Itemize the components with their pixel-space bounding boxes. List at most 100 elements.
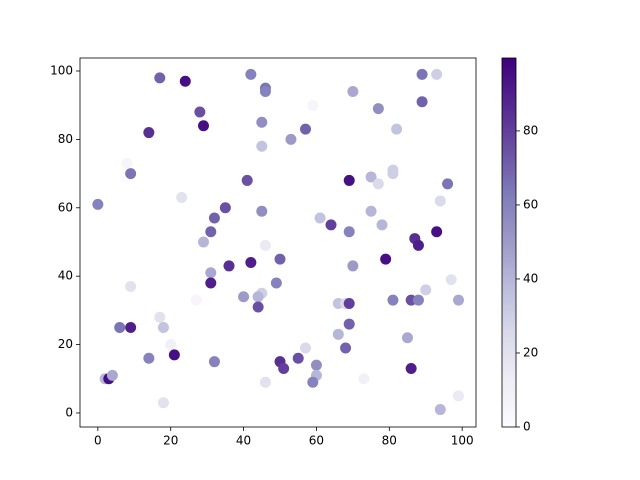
point bbox=[314, 212, 326, 224]
point bbox=[205, 226, 217, 238]
point bbox=[307, 99, 319, 111]
point bbox=[114, 321, 126, 333]
point bbox=[238, 291, 250, 303]
point bbox=[343, 174, 355, 186]
point bbox=[176, 192, 188, 204]
point bbox=[252, 291, 264, 303]
y-tick-label: 100 bbox=[50, 63, 73, 77]
x-tick-label: 100 bbox=[451, 434, 474, 448]
point bbox=[245, 68, 257, 80]
x-tick-label: 20 bbox=[163, 434, 178, 448]
point bbox=[332, 328, 344, 340]
point bbox=[416, 68, 428, 80]
point bbox=[300, 342, 312, 354]
y-tick-label: 60 bbox=[58, 200, 73, 214]
point bbox=[431, 226, 443, 238]
y-tick-label: 20 bbox=[58, 337, 73, 351]
colorbar-tick-label: 40 bbox=[523, 271, 538, 285]
point bbox=[125, 168, 137, 180]
point bbox=[372, 103, 384, 115]
point bbox=[270, 277, 282, 289]
point bbox=[343, 318, 355, 330]
point bbox=[453, 294, 465, 306]
point bbox=[380, 253, 392, 265]
colorbar-tick-label: 80 bbox=[523, 123, 538, 137]
point bbox=[125, 280, 137, 292]
y-tick-label: 0 bbox=[65, 405, 73, 419]
point bbox=[197, 120, 209, 132]
point bbox=[434, 195, 446, 207]
point bbox=[157, 397, 169, 409]
point bbox=[154, 72, 166, 84]
point bbox=[347, 260, 359, 272]
point bbox=[274, 253, 286, 265]
point bbox=[365, 205, 377, 217]
point bbox=[347, 86, 359, 98]
point bbox=[405, 363, 417, 375]
point bbox=[285, 133, 297, 145]
point bbox=[343, 298, 355, 310]
point bbox=[259, 239, 271, 251]
point bbox=[307, 376, 319, 388]
point bbox=[343, 226, 355, 238]
point bbox=[376, 219, 388, 231]
point bbox=[278, 363, 290, 375]
point bbox=[310, 359, 322, 371]
colorbar bbox=[501, 57, 517, 428]
point bbox=[387, 294, 399, 306]
point bbox=[143, 352, 155, 364]
point bbox=[179, 75, 191, 87]
point bbox=[412, 294, 424, 306]
point bbox=[372, 178, 384, 190]
point bbox=[223, 260, 235, 272]
point bbox=[190, 294, 202, 306]
point bbox=[154, 311, 166, 323]
point bbox=[259, 376, 271, 388]
point bbox=[241, 174, 253, 186]
point bbox=[412, 239, 424, 251]
point bbox=[402, 332, 414, 344]
point bbox=[197, 236, 209, 248]
point bbox=[121, 157, 133, 169]
point bbox=[157, 321, 169, 333]
point bbox=[168, 349, 180, 361]
point bbox=[259, 86, 271, 98]
point bbox=[256, 140, 268, 152]
colorbar-tick-label: 20 bbox=[523, 345, 538, 359]
y-tick-label: 80 bbox=[58, 132, 73, 146]
x-tick-label: 40 bbox=[236, 434, 251, 448]
point bbox=[256, 116, 268, 128]
y-tick-label: 40 bbox=[58, 269, 73, 283]
point bbox=[245, 257, 257, 269]
point bbox=[252, 301, 264, 313]
point bbox=[125, 321, 137, 333]
point bbox=[416, 96, 428, 108]
plot-frame bbox=[79, 57, 477, 428]
point bbox=[325, 219, 337, 231]
point bbox=[300, 123, 312, 135]
point bbox=[434, 404, 446, 416]
point bbox=[445, 274, 457, 286]
point bbox=[106, 369, 118, 381]
point bbox=[219, 202, 231, 214]
point bbox=[442, 178, 454, 190]
point bbox=[420, 284, 432, 296]
point bbox=[358, 373, 370, 385]
x-tick-label: 0 bbox=[94, 434, 102, 448]
x-tick-label: 60 bbox=[309, 434, 324, 448]
x-tick-label: 80 bbox=[382, 434, 397, 448]
point bbox=[143, 127, 155, 139]
point bbox=[194, 106, 206, 118]
point bbox=[387, 168, 399, 180]
point bbox=[292, 352, 304, 364]
point bbox=[165, 339, 177, 351]
point bbox=[453, 390, 465, 402]
colorbar-tick-label: 0 bbox=[523, 420, 531, 434]
point bbox=[431, 68, 443, 80]
point bbox=[208, 356, 220, 368]
point bbox=[92, 198, 104, 210]
point bbox=[205, 267, 217, 279]
point bbox=[256, 205, 268, 217]
point bbox=[391, 123, 403, 135]
